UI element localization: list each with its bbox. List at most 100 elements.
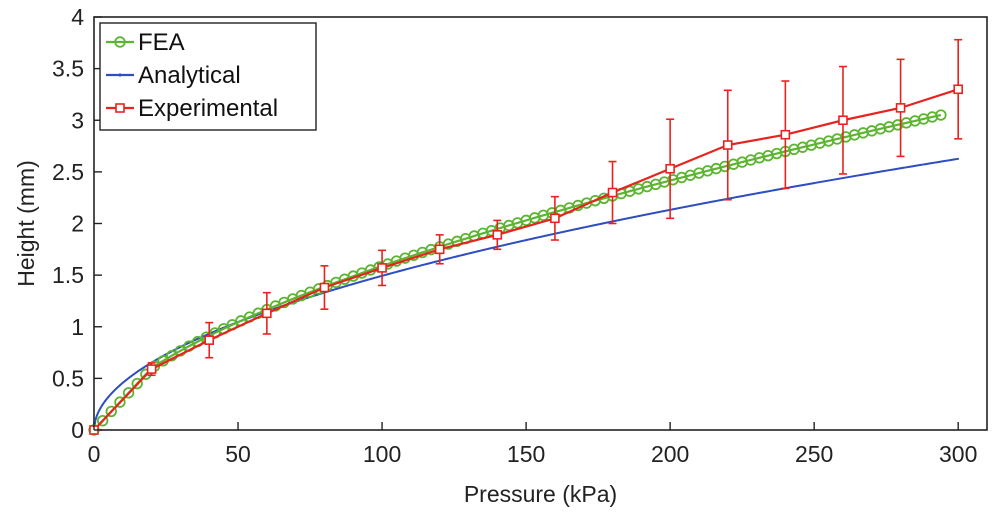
analytical-point [435,260,438,263]
analytical-point [957,157,960,160]
y-axis-title: Height (mm) [13,160,39,287]
series-fea [88,109,947,436]
y-tick-label: 3.5 [52,56,84,82]
analytical-point [842,177,844,179]
analytical-point [824,180,827,182]
analytical-point [505,243,507,246]
legend: FEA Analytical Experimental [99,22,317,131]
analytical-point [833,178,836,181]
analytical-point [677,207,680,210]
analytical-point [539,235,542,238]
analytical-point [104,399,107,402]
y-tick-label: 2.5 [52,159,84,185]
analytical-point [749,193,752,196]
analytical-point [470,251,473,254]
analytical-point [600,222,602,225]
analytical-point [113,389,116,392]
experimental-point [434,244,445,255]
x-tick-label: 250 [795,441,833,467]
analytical-point [816,181,818,184]
analytical-point [856,174,859,177]
experimental-point [607,187,618,198]
analytical-point [389,272,392,275]
analytical-point [709,201,712,203]
analytical-point [139,368,141,371]
analytical-point [637,215,640,218]
analytical-point [672,208,674,211]
fea-point [122,387,135,399]
analytical-point [424,263,427,266]
analytical-point [778,188,781,191]
experimental-point [722,140,733,150]
experimental-point [319,282,330,293]
analytical-point [827,179,830,182]
analytical-point [513,241,516,244]
legend-box [99,22,317,131]
analytical-point [577,227,579,230]
analytical-point [919,164,922,166]
analytical-point [692,204,695,207]
analytical-point [196,337,199,340]
analytical-point [873,171,876,174]
analytical-point [473,251,476,254]
analytical-point [188,341,190,344]
analytical-point [464,253,467,256]
analytical-point [882,170,885,173]
analytical-point [340,286,343,289]
analytical-point [951,158,954,161]
analytical-point [392,271,395,274]
series-line-fea [93,113,942,431]
experimental-point [838,115,848,126]
analytical-point [530,237,533,240]
analytical-point [698,203,700,206]
analytical-point [585,225,588,228]
analytical-point [130,375,133,377]
analytical-point [398,270,401,273]
x-tick-label: 50 [225,441,251,467]
analytical-point [522,239,525,242]
analytical-point [735,196,738,199]
analytical-point [654,211,657,214]
analytical-point [366,278,369,281]
y-tick-label: 0.5 [52,365,84,391]
analytical-point [620,218,623,221]
analytical-point [121,381,124,384]
analytical-point [95,414,98,417]
analytical-point [798,184,801,187]
analytical-point [107,396,110,398]
analytical-point [712,200,715,203]
analytical-point [101,403,104,406]
legend-label: Analytical [138,62,241,89]
analytical-point [551,233,553,236]
analytical-point [433,261,435,264]
experimental-point [492,230,503,240]
analytical-point [614,219,617,222]
analytical-point [142,367,144,369]
series-layer [88,38,963,436]
analytical-point [332,289,334,291]
analytical-point [865,173,867,175]
legend-marker-circle [114,36,126,48]
analytical-point [591,224,594,227]
analytical-point [458,254,461,257]
analytical-point [343,285,346,288]
analytical-point [507,243,510,245]
analytical-point [430,261,432,264]
analytical-point [556,232,559,234]
analytical-point [369,278,372,280]
y-tick-label: 1.5 [52,262,84,288]
analytical-point [899,167,902,170]
analytical-point [945,159,948,162]
legend-item-analytical: Analytical [106,62,241,89]
analytical-point [870,172,873,175]
analytical-point [628,216,631,219]
analytical-point [427,262,430,265]
analytical-point [931,162,934,164]
experimental-point [895,103,906,113]
analytical-point [579,227,582,229]
analytical-point [525,239,527,241]
y-tick-label: 0 [71,417,84,443]
analytical-point [519,240,522,243]
analytical-point [487,247,490,250]
analytical-point [510,242,513,245]
